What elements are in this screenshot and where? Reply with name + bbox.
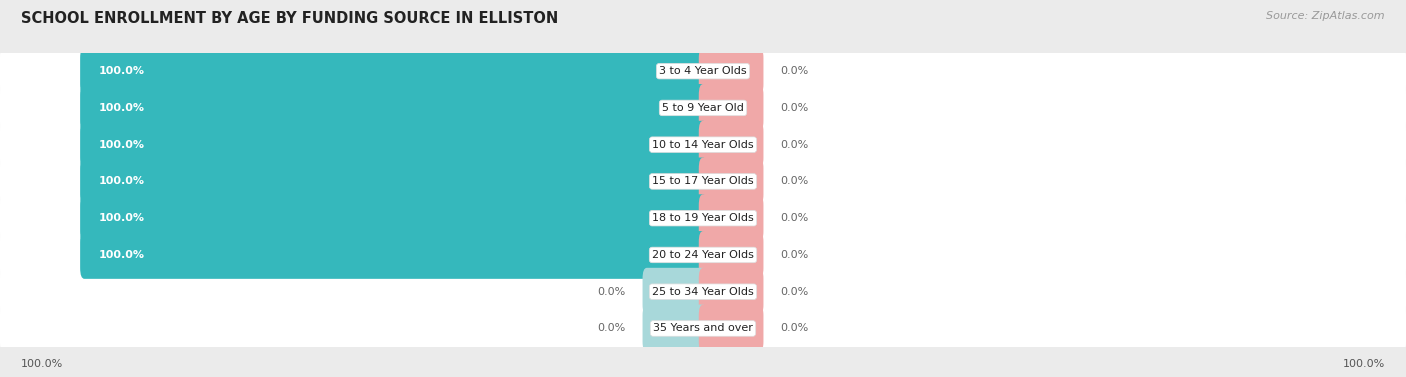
FancyBboxPatch shape	[80, 121, 707, 169]
Text: 18 to 19 Year Olds: 18 to 19 Year Olds	[652, 213, 754, 223]
FancyBboxPatch shape	[80, 47, 707, 95]
FancyBboxPatch shape	[80, 158, 707, 205]
Text: 5 to 9 Year Old: 5 to 9 Year Old	[662, 103, 744, 113]
Text: 25 to 34 Year Olds: 25 to 34 Year Olds	[652, 287, 754, 297]
FancyBboxPatch shape	[699, 121, 763, 169]
Text: 100.0%: 100.0%	[98, 213, 145, 223]
Text: 0.0%: 0.0%	[780, 213, 808, 223]
FancyBboxPatch shape	[699, 47, 763, 95]
FancyBboxPatch shape	[699, 305, 763, 352]
Text: 0.0%: 0.0%	[780, 176, 808, 187]
Text: SCHOOL ENROLLMENT BY AGE BY FUNDING SOURCE IN ELLISTON: SCHOOL ENROLLMENT BY AGE BY FUNDING SOUR…	[21, 11, 558, 26]
FancyBboxPatch shape	[80, 84, 707, 132]
FancyBboxPatch shape	[699, 194, 763, 242]
FancyBboxPatch shape	[0, 156, 1406, 207]
FancyBboxPatch shape	[0, 267, 1406, 317]
FancyBboxPatch shape	[643, 268, 707, 316]
Text: 0.0%: 0.0%	[780, 323, 808, 334]
Text: 100.0%: 100.0%	[21, 359, 63, 369]
FancyBboxPatch shape	[0, 230, 1406, 280]
FancyBboxPatch shape	[699, 84, 763, 132]
FancyBboxPatch shape	[80, 194, 707, 242]
FancyBboxPatch shape	[643, 305, 707, 352]
Text: 0.0%: 0.0%	[780, 139, 808, 150]
FancyBboxPatch shape	[0, 303, 1406, 354]
FancyBboxPatch shape	[80, 231, 707, 279]
Text: 35 Years and over: 35 Years and over	[652, 323, 754, 334]
Text: Source: ZipAtlas.com: Source: ZipAtlas.com	[1267, 11, 1385, 21]
Text: 0.0%: 0.0%	[780, 287, 808, 297]
Text: 0.0%: 0.0%	[780, 250, 808, 260]
FancyBboxPatch shape	[0, 120, 1406, 170]
Text: 100.0%: 100.0%	[98, 139, 145, 150]
Text: 0.0%: 0.0%	[780, 103, 808, 113]
Text: 10 to 14 Year Olds: 10 to 14 Year Olds	[652, 139, 754, 150]
FancyBboxPatch shape	[0, 193, 1406, 243]
Text: 15 to 17 Year Olds: 15 to 17 Year Olds	[652, 176, 754, 187]
Text: 100.0%: 100.0%	[98, 250, 145, 260]
Text: 3 to 4 Year Olds: 3 to 4 Year Olds	[659, 66, 747, 76]
FancyBboxPatch shape	[699, 231, 763, 279]
FancyBboxPatch shape	[0, 46, 1406, 96]
FancyBboxPatch shape	[0, 83, 1406, 133]
Text: 100.0%: 100.0%	[1343, 359, 1385, 369]
Text: 100.0%: 100.0%	[98, 176, 145, 187]
Text: 0.0%: 0.0%	[598, 287, 626, 297]
Text: 0.0%: 0.0%	[780, 66, 808, 76]
Text: 100.0%: 100.0%	[98, 103, 145, 113]
FancyBboxPatch shape	[699, 158, 763, 205]
Text: 0.0%: 0.0%	[598, 323, 626, 334]
Text: 20 to 24 Year Olds: 20 to 24 Year Olds	[652, 250, 754, 260]
FancyBboxPatch shape	[699, 268, 763, 316]
Text: 100.0%: 100.0%	[98, 66, 145, 76]
